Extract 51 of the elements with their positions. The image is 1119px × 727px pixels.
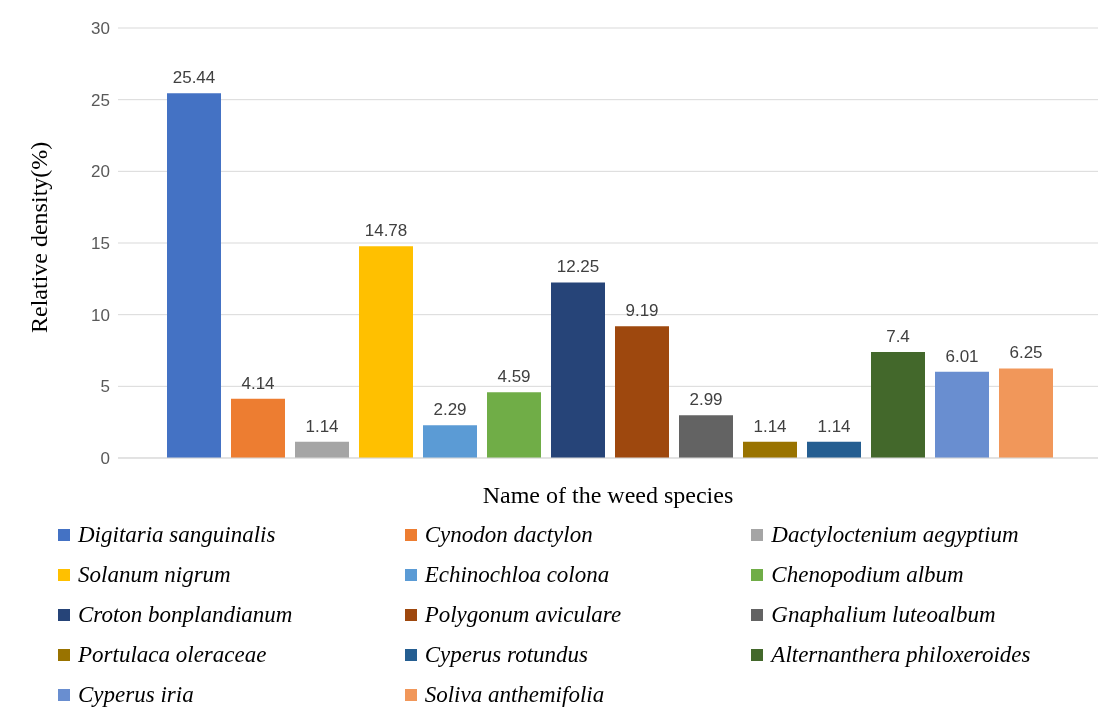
- data-label: 2.99: [689, 390, 723, 410]
- y-tick-label: 20: [91, 162, 110, 182]
- bar: [935, 371, 989, 458]
- bar: [231, 398, 285, 458]
- data-label: 7.4: [886, 326, 910, 346]
- bar: [871, 351, 925, 458]
- y-axis-title: Relative density(%): [25, 141, 52, 333]
- bar: [423, 425, 477, 458]
- bar: [167, 93, 221, 458]
- data-label: 6.01: [945, 346, 979, 366]
- bar: [295, 441, 349, 458]
- x-axis-title: Name of the weed species: [482, 482, 734, 508]
- legend-label: Digitaria sanguinalis: [78, 522, 276, 548]
- legend-label: Polygonum aviculare: [424, 602, 622, 628]
- data-label: 4.59: [497, 367, 531, 387]
- legend-label: Echinochloa colona: [424, 562, 610, 588]
- bar: [615, 326, 669, 458]
- bar: [679, 415, 733, 458]
- data-label: 25.44: [172, 68, 216, 88]
- data-label: 12.25: [556, 257, 600, 277]
- data-label: 14.78: [364, 221, 408, 241]
- legend-label: Alternanthera philoxeroides: [771, 642, 1031, 668]
- legend-label: Solanum nigrum: [78, 562, 231, 588]
- bar: [807, 441, 861, 458]
- legend-label: Cyperus rotundus: [424, 642, 589, 668]
- legend-label: Chenopodium album: [771, 562, 964, 588]
- data-label: 4.14: [241, 373, 275, 393]
- bar: [551, 282, 605, 458]
- legend-label: Croton bonplandianum: [78, 602, 293, 628]
- legend-label: Portulaca oleraceae: [78, 642, 267, 668]
- legend-label: Cynodon dactylon: [424, 522, 593, 548]
- y-tick-label: 15: [91, 234, 110, 254]
- data-label: 6.25: [1009, 343, 1043, 363]
- y-tick-label: 10: [91, 305, 110, 325]
- y-tick-label: 25: [91, 90, 110, 110]
- y-tick-label: 5: [100, 377, 110, 397]
- legend-label: Dactyloctenium aegyptium: [771, 522, 1019, 548]
- y-tick-label: 30: [91, 19, 110, 39]
- legend-label: Soliva anthemifolia: [424, 682, 605, 708]
- legend-label: Cyperus iria: [78, 682, 194, 708]
- bar: [999, 368, 1053, 458]
- data-label: 2.29: [433, 400, 467, 420]
- bar: [743, 441, 797, 458]
- data-label: 1.14: [305, 416, 339, 436]
- data-label: 1.14: [753, 416, 787, 436]
- bar: [359, 246, 413, 458]
- bar: [487, 392, 541, 458]
- legend-label: Gnaphalium luteoalbum: [771, 602, 996, 628]
- y-tick-label: 0: [100, 449, 110, 469]
- data-label: 9.19: [625, 301, 659, 321]
- data-label: 1.14: [817, 416, 851, 436]
